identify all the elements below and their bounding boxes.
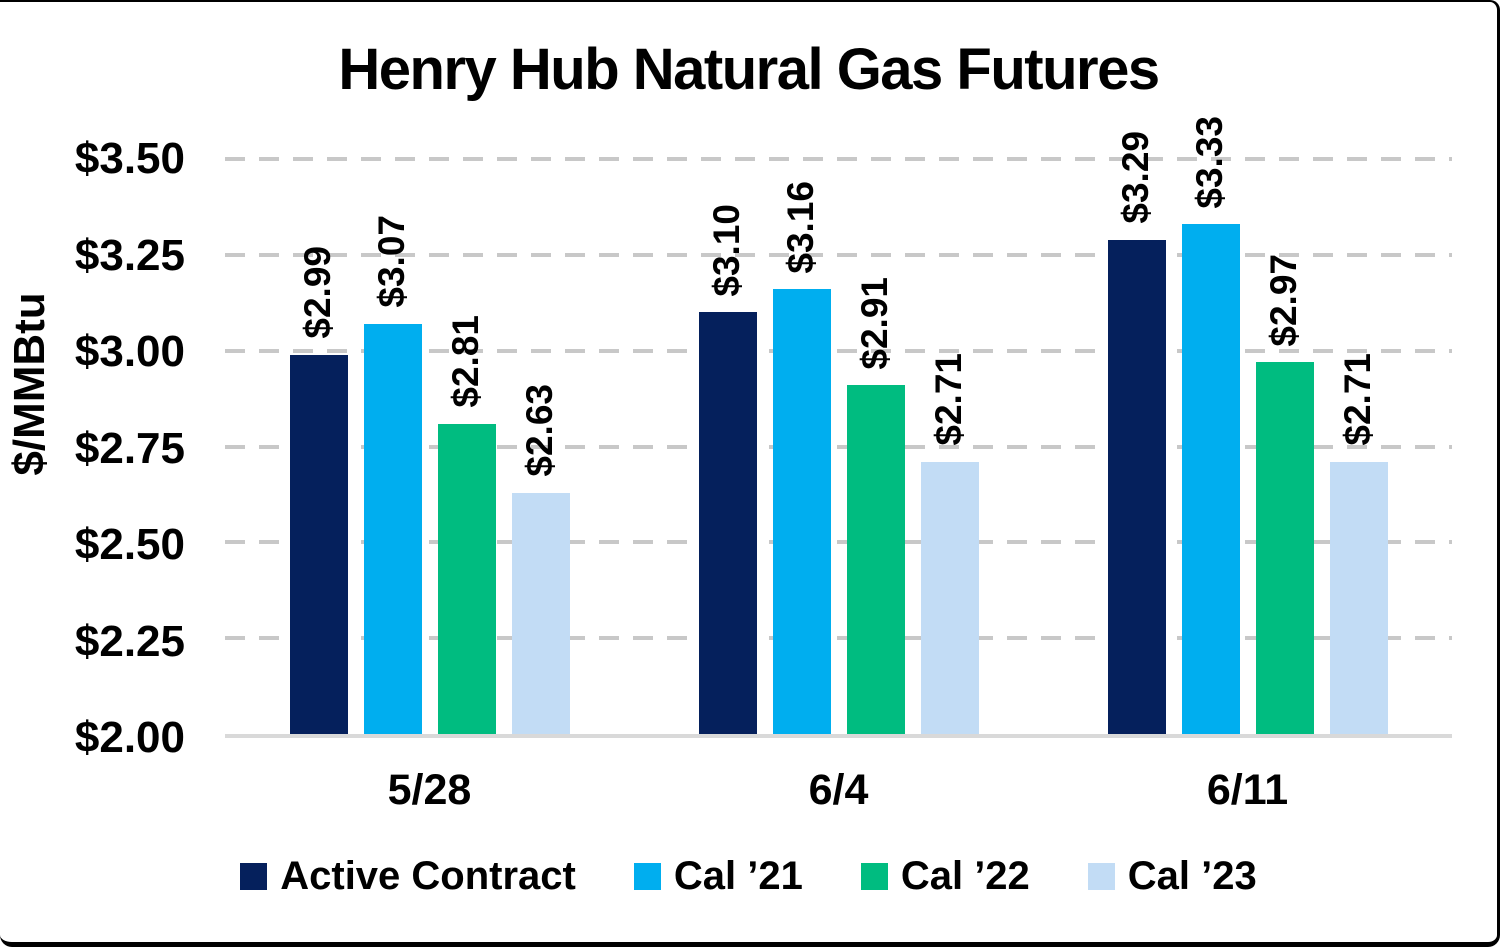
y-tick-label: $3.00	[74, 327, 185, 376]
gridline	[225, 540, 1452, 545]
legend-swatch-active-contract	[240, 863, 268, 890]
bar-value-label: $2.97	[1263, 253, 1305, 347]
legend-item-cal-22: Cal ’22	[860, 854, 1030, 899]
x-tick-label: 6/11	[1206, 766, 1289, 814]
legend-label-cal-23: Cal ’23	[1127, 854, 1257, 898]
bar-slot-cal-21: $3.33	[1181, 116, 1240, 734]
bar-cal-23	[511, 492, 570, 734]
bar-label-slot: $2.99	[290, 246, 348, 339]
bar-value-label: $2.71	[1337, 353, 1379, 446]
bar-label-slot: $2.71	[921, 353, 979, 446]
plot-area: $2.99 $3.07 $2.81 $2.63 $3.10 $3.16 $2.91 $2.71…	[225, 116, 1452, 738]
legend-label-cal-21: Cal ’21	[673, 854, 803, 898]
y-tick-label: $2.50	[74, 520, 185, 569]
bar-cal-22	[437, 423, 496, 734]
bar-slot-active-contract: $3.10	[698, 159, 757, 734]
legend-swatch-cal-21	[633, 863, 661, 890]
bar-label-slot: $3.07	[364, 215, 422, 308]
bar-slot-cal-21: $3.16	[772, 159, 831, 734]
bar-value-label: $2.81	[445, 314, 487, 408]
bar-active-contract	[1107, 239, 1166, 734]
bar-value-label: $3.10	[706, 203, 748, 297]
bar-cal-21	[363, 323, 422, 734]
bar-slot-cal-23: $2.71	[920, 159, 979, 734]
bar-label-slot: $3.10	[699, 204, 757, 297]
bar-label-slot: $2.63	[512, 384, 570, 477]
bar-value-label: $3.33	[1189, 115, 1231, 209]
gridline	[225, 252, 1452, 257]
legend-item-cal-23: Cal ’23	[1087, 854, 1257, 899]
legend-item-cal-21: Cal ’21	[633, 854, 803, 899]
gridline	[225, 444, 1452, 449]
bar-slot-cal-22: $2.91	[846, 159, 905, 734]
legend-label-active-contract: Active Contract	[280, 854, 576, 898]
bar-cal-22	[846, 385, 905, 734]
legend-swatch-cal-23	[1087, 863, 1115, 890]
bar-slot-cal-22: $2.97	[1255, 159, 1314, 734]
y-tick-label: $3.50	[74, 134, 185, 183]
bar-cal-21	[772, 289, 831, 734]
bar-label-slot: $2.97	[1256, 254, 1314, 347]
bar-active-contract	[289, 354, 348, 734]
bar-group: $2.99 $3.07 $2.81 $2.63	[225, 159, 634, 734]
bar-label-slot: $2.71	[1330, 353, 1388, 446]
bar-label-slot: $3.29	[1108, 131, 1166, 224]
y-tick-label: $2.00	[74, 713, 185, 762]
y-tick-label: $2.75	[74, 423, 185, 473]
bar-cal-23	[1329, 461, 1388, 734]
bar-value-label: $3.07	[371, 215, 413, 308]
gridline	[225, 157, 1452, 161]
y-tick-label: $2.25	[74, 616, 185, 666]
y-axis: $3.50 $3.25 $3.00 $2.75 $2.50 $2.25 $2.00	[0, 134, 185, 762]
bar-label-slot: $2.91	[847, 277, 905, 370]
bar-value-label: $2.71	[928, 353, 970, 446]
bar-label-slot: $3.16	[773, 181, 831, 274]
gridline	[225, 348, 1452, 353]
legend-swatch-cal-22	[860, 863, 888, 890]
bar-cal-22	[1255, 362, 1314, 734]
chart-title: Henry Hub Natural Gas Futures	[338, 37, 1160, 102]
bar-value-label: $3.29	[1115, 130, 1157, 224]
bar-value-label: $2.99	[297, 245, 339, 339]
bar-cal-23	[920, 461, 979, 734]
x-tick-label: 6/4	[808, 766, 869, 814]
bar-active-contract	[698, 312, 757, 734]
bar-value-label: $2.63	[519, 383, 561, 477]
bar-slot-active-contract: $2.99	[289, 159, 348, 734]
bar-value-label: $2.91	[854, 276, 896, 370]
bar-slot-active-contract: $3.29	[1107, 131, 1166, 734]
bar-slot-cal-23: $2.71	[1329, 159, 1388, 734]
bar-slot-cal-22: $2.81	[437, 159, 496, 734]
gridline	[225, 636, 1452, 641]
bar-slot-cal-23: $2.63	[511, 159, 570, 734]
bar-cal-21	[1181, 224, 1240, 734]
y-tick-label: $3.25	[74, 230, 185, 280]
bar-group: $3.29 $3.33 $2.97 $2.71	[1043, 116, 1452, 734]
x-tick-label: 5/28	[387, 766, 472, 814]
bar-group: $3.10 $3.16 $2.91 $2.71	[634, 159, 1043, 734]
legend: Active Contract Cal ’21 Cal ’22 Cal ’23	[0, 854, 1497, 899]
legend-item-active-contract: Active Contract	[240, 854, 576, 899]
bar-label-slot: $2.81	[438, 315, 496, 408]
x-axis: 5/28 6/4 6/11	[225, 766, 1452, 815]
bar-label-slot: $3.33	[1182, 116, 1240, 209]
bar-value-label: $3.16	[780, 180, 822, 274]
bar-slot-cal-21: $3.07	[363, 159, 422, 734]
legend-label-cal-22: Cal ’22	[900, 854, 1030, 898]
